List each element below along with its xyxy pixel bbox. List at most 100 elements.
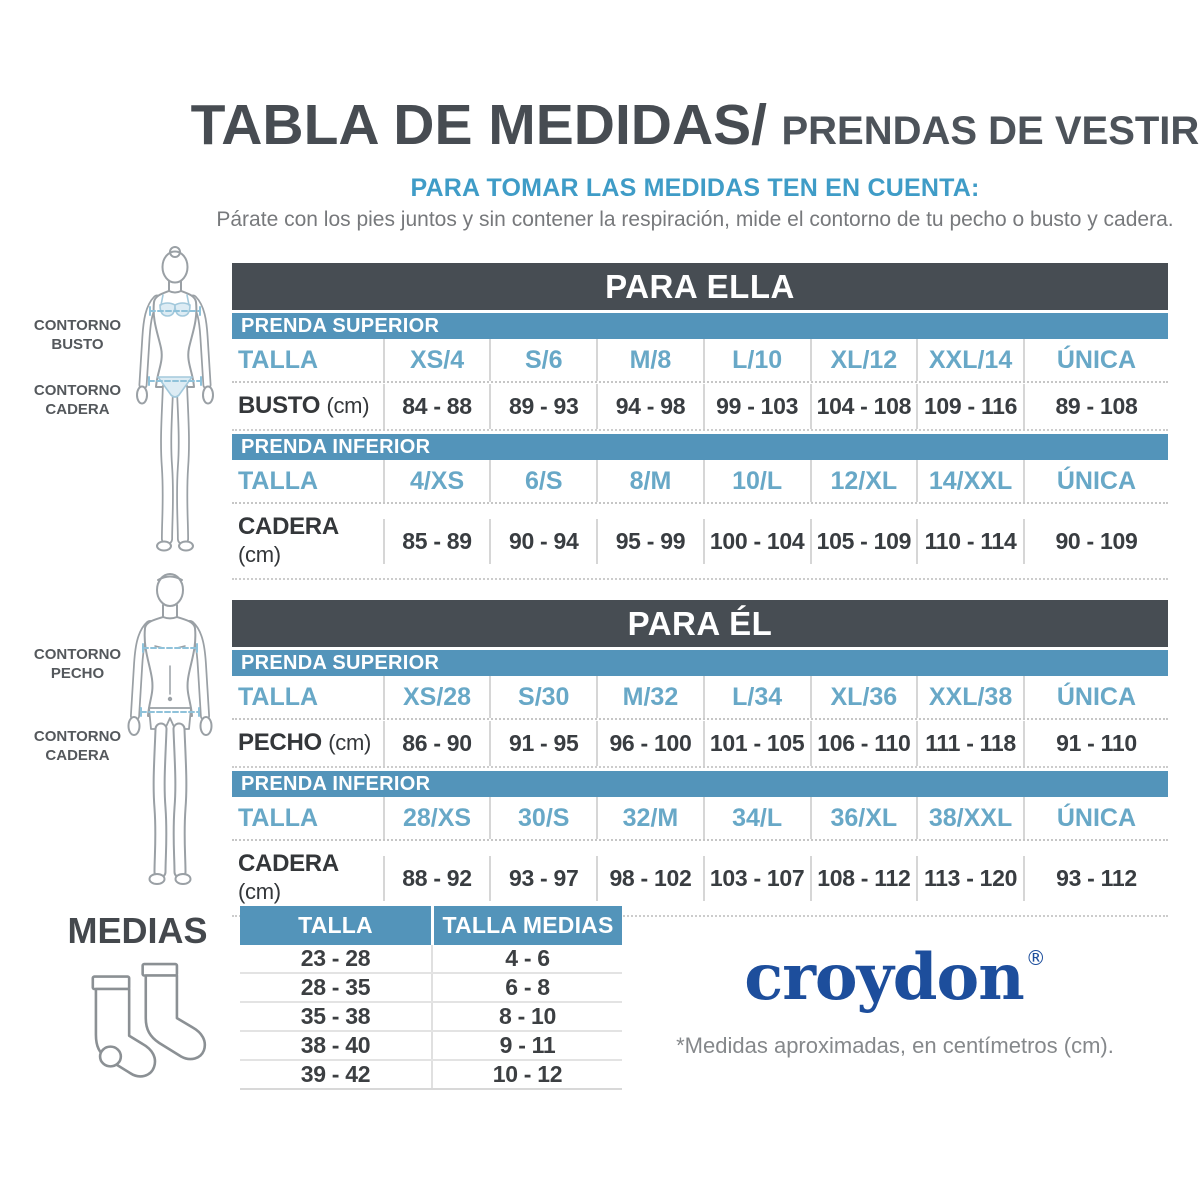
measure-value: 106 - 110 [809, 720, 917, 766]
calzado-range: 38 - 40 [300, 1032, 371, 1058]
size-value: 36/XL [809, 797, 917, 839]
calzado-range: 39 - 42 [300, 1061, 371, 1087]
size-value: 4/XS [382, 460, 490, 502]
size-value: XL/36 [809, 676, 917, 718]
measure-label: CADERA (cm) [238, 850, 339, 904]
values-row-ella-cadera: CADERA (cm) 85 - 89 90 - 94 95 - 99 100 … [232, 504, 1168, 580]
measure-label: CADERA (cm) [238, 513, 339, 567]
values-row-el-cadera: CADERA (cm) 88 - 92 93 - 97 98 - 102 103… [232, 841, 1168, 917]
female-figure-block: CONTORNO BUSTO CONTORNO CADERA [30, 245, 245, 567]
footnote: *Medidas aproximadas, en centímetros (cm… [676, 1033, 1114, 1058]
measure-instructions-text: Párate con los pies juntos y sin contene… [216, 208, 1174, 231]
page-title-main: TABLA DE MEDIDAS/ [190, 93, 767, 157]
size-label: TALLA [238, 804, 319, 832]
calzado-range: 23 - 28 [300, 945, 371, 971]
size-value: S/6 [489, 339, 596, 381]
calzado-range: 35 - 38 [300, 1003, 371, 1029]
medias-range: 6 - 8 [431, 974, 622, 1001]
size-value: XL/12 [809, 339, 917, 381]
medias-col-medias: TALLA MEDIAS [431, 906, 622, 945]
size-value: 8/M [596, 460, 703, 502]
medias-range: 8 - 10 [431, 1003, 622, 1030]
brand-name: croydon [744, 940, 1025, 1015]
measure-value: 89 - 108 [1022, 383, 1168, 429]
medias-table-header: TALLA CALZADO TALLA MEDIAS [240, 906, 622, 977]
measure-value: 113 - 120 [916, 855, 1023, 901]
size-value: XXL/14 [916, 339, 1023, 381]
measure-value: 91 - 110 [1022, 720, 1168, 766]
size-value: XS/28 [382, 676, 490, 718]
medias-range: 10 - 12 [431, 1061, 622, 1088]
measure-value: 96 - 100 [596, 720, 703, 766]
page-title-sub: PRENDAS DE VESTIR [781, 109, 1200, 153]
male-body-outline-icon [127, 573, 213, 885]
medias-row: 28 - 35 6 - 8 [240, 974, 622, 1003]
measure-value: 104 - 108 [809, 383, 917, 429]
size-value: 30/S [489, 797, 596, 839]
male-figure-block: CONTORNO PECHO CONTORNO CADERA [30, 568, 245, 900]
measure-value: 108 - 112 [809, 855, 917, 901]
medias-title: MEDIAS [67, 910, 208, 951]
size-value: XXL/38 [916, 676, 1023, 718]
size-value: 6/S [489, 460, 596, 502]
medias-range: 4 - 6 [431, 945, 622, 972]
medias-size-table: TALLA CALZADO TALLA MEDIAS 23 - 28 4 - 6… [240, 906, 622, 1090]
values-row-el-pecho: PECHO (cm) 86 - 90 91 - 95 96 - 100 101 … [232, 720, 1168, 768]
size-value: 12/XL [809, 460, 917, 502]
measure-value: 90 - 109 [1022, 518, 1168, 564]
size-value: 10/L [702, 460, 810, 502]
measure-value: 88 - 92 [382, 855, 490, 901]
size-value: ÚNICA [1022, 676, 1168, 718]
medias-row: 23 - 28 4 - 6 [240, 945, 622, 974]
socks-icon [91, 962, 207, 1078]
page-header: TABLA DE MEDIDAS/ PRENDAS DE VESTIR PARA… [190, 92, 1200, 232]
band-prenda-inferior-ella: PRENDA INFERIOR [232, 434, 1168, 460]
female-hip-label: CONTORNO CADERA [33, 382, 122, 418]
brand-block: croydon ® *Medidas aproximadas, en centím… [650, 940, 1140, 1059]
band-prenda-inferior-el: PRENDA INFERIOR [232, 771, 1168, 797]
size-value: ÚNICA [1022, 339, 1168, 381]
medias-row: 38 - 40 9 - 11 [240, 1032, 622, 1061]
size-table-para-el: PARA ÉL PRENDA SUPERIOR TALLA XS/28 S/30… [232, 600, 1168, 917]
measure-value: 101 - 105 [702, 720, 810, 766]
medias-row: 35 - 38 8 - 10 [240, 1003, 622, 1032]
table-title-para-ella: PARA ELLA [232, 263, 1168, 310]
size-value: L/10 [702, 339, 810, 381]
band-prenda-superior-el: PRENDA SUPERIOR [232, 650, 1168, 676]
measure-value: 100 - 104 [702, 518, 810, 564]
measure-value: 93 - 112 [1022, 855, 1168, 901]
measure-value: 89 - 93 [489, 383, 596, 429]
size-value: S/30 [489, 676, 596, 718]
sizes-row-ella-superior: TALLA XS/4 S/6 M/8 L/10 XL/12 XXL/14 ÚNI… [232, 339, 1168, 383]
size-value: M/32 [596, 676, 703, 718]
measure-value: 84 - 88 [382, 383, 490, 429]
brand-logo: croydon ® [650, 940, 1140, 1015]
measure-value: 105 - 109 [809, 518, 917, 564]
size-value: XS/4 [382, 339, 490, 381]
measure-label: PECHO (cm) [238, 729, 372, 756]
size-value: 34/L [702, 797, 810, 839]
measure-value: 111 - 118 [916, 720, 1023, 766]
male-hip-label: CONTORNO CADERA [33, 728, 122, 764]
size-value: ÚNICA [1022, 797, 1168, 839]
table-title-para-el: PARA ÉL [232, 600, 1168, 647]
measure-value: 99 - 103 [702, 383, 810, 429]
measure-label: BUSTO (cm) [238, 392, 370, 419]
measure-value: 85 - 89 [382, 518, 490, 564]
medias-range: 9 - 11 [431, 1032, 622, 1059]
registered-trademark-icon: ® [1025, 946, 1046, 970]
size-value: 14/XXL [916, 460, 1023, 502]
measure-value: 91 - 95 [489, 720, 596, 766]
size-label: TALLA [238, 346, 319, 374]
calzado-range: 28 - 35 [300, 974, 371, 1000]
measure-value: 90 - 94 [489, 518, 596, 564]
male-chest-label: CONTORNO PECHO [33, 646, 122, 682]
female-body-outline-icon [136, 246, 214, 552]
size-value: 32/M [596, 797, 703, 839]
measure-instructions-heading: PARA TOMAR LAS MEDIDAS TEN EN CUENTA: [410, 174, 980, 202]
size-value: 38/XXL [916, 797, 1023, 839]
size-value: ÚNICA [1022, 460, 1168, 502]
page-title: TABLA DE MEDIDAS/ PRENDAS DE VESTIR [190, 92, 1200, 158]
band-prenda-superior-ella: PRENDA SUPERIOR [232, 313, 1168, 339]
medias-col-calzado: TALLA CALZADO [240, 906, 431, 977]
